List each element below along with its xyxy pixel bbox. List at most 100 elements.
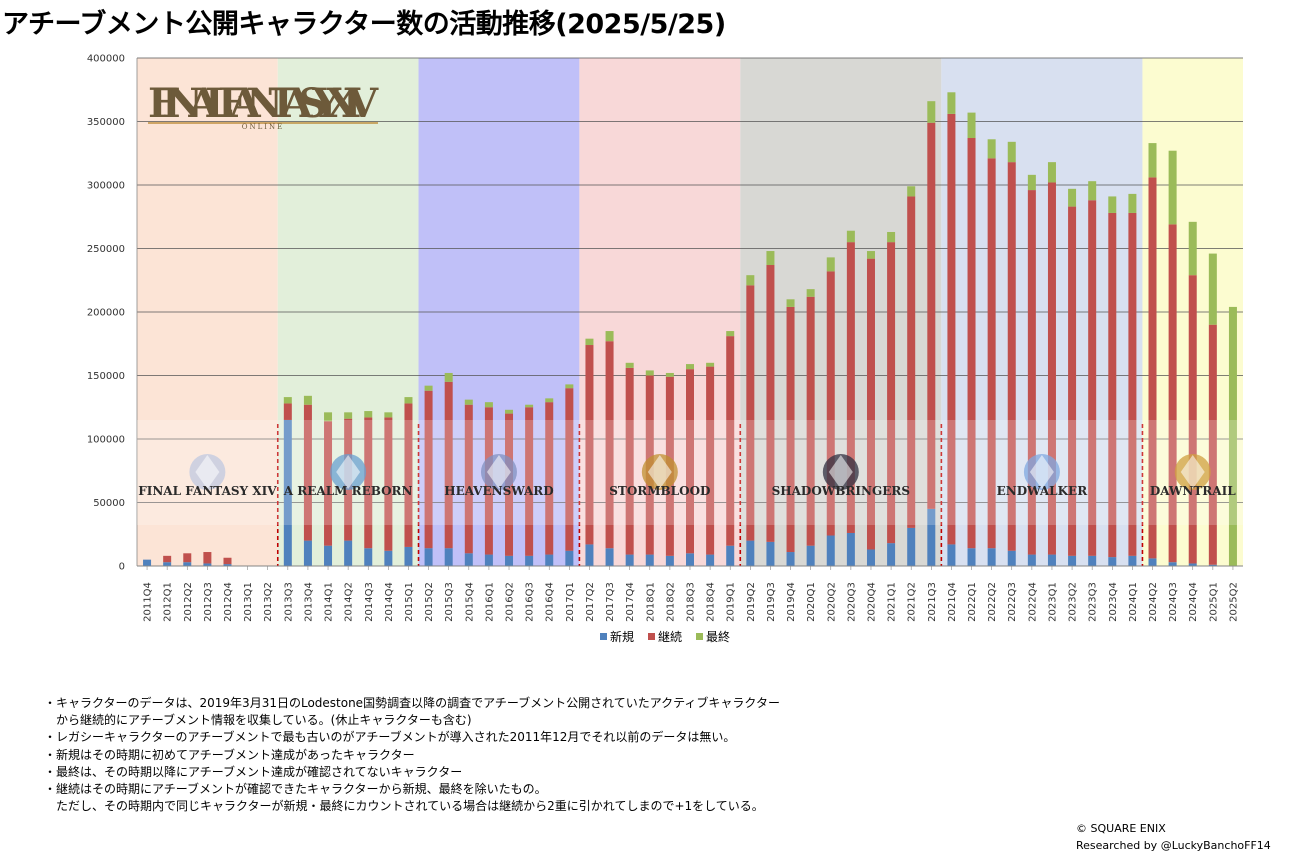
bar-segment: [786, 552, 795, 566]
dragon-knight-emblem-icon: [480, 454, 517, 490]
bar-segment: [1027, 174, 1036, 191]
bar-segment: [1128, 212, 1137, 556]
x-tick-label: 2016Q2: [505, 582, 516, 622]
x-tick-label: 2013Q3: [283, 582, 294, 622]
bar-segment: [424, 390, 433, 549]
x-tick-label: 2016Q3: [525, 582, 536, 622]
bar-segment: [1108, 557, 1117, 566]
x-tick-label: 2024Q2: [1148, 582, 1159, 622]
bar-segment: [987, 158, 996, 549]
bar-segment: [364, 411, 373, 418]
bar-segment: [1168, 150, 1177, 225]
bar-segment: [1208, 253, 1217, 325]
bars: [143, 92, 1237, 566]
bar-segment: [665, 372, 674, 377]
bar-segment: [424, 548, 433, 566]
bar-segment: [565, 388, 574, 551]
bar-segment: [203, 563, 212, 566]
bar-segment: [484, 402, 493, 408]
bar-segment: [585, 345, 594, 545]
x-tick-label: 2019Q1: [726, 582, 737, 622]
logo-band: [137, 420, 1243, 525]
bar-segment: [927, 101, 936, 123]
main-logo-subtitle: ONLINE: [242, 123, 285, 131]
x-tick-label: 2017Q4: [625, 582, 636, 622]
bar-segment: [303, 395, 312, 405]
x-tick-label: 2017Q2: [585, 582, 596, 622]
bar-segment: [163, 562, 172, 566]
crystal-emblem-icon: [189, 454, 226, 490]
x-tick-label: 2020Q4: [866, 582, 877, 622]
x-tick-label: 2015Q4: [464, 582, 475, 622]
dark-warrior-emblem-icon: [822, 454, 859, 490]
y-tick-label: 400000: [87, 54, 125, 65]
note-line: ただし、その時期内で同じキャラクターが新規・最終にカウントされている場合は継続か…: [44, 799, 764, 814]
bar-segment: [203, 552, 212, 564]
x-tick-label: 2015Q1: [404, 582, 415, 622]
bar-segment: [927, 508, 936, 566]
x-tick-label: 2014Q2: [344, 582, 355, 622]
x-tick-label: 2022Q2: [987, 582, 998, 622]
bar-segment: [444, 372, 453, 382]
bar-segment: [846, 532, 855, 566]
bar-segment: [1027, 554, 1036, 566]
bar-segment: [726, 331, 735, 337]
y-tick-label: 300000: [87, 181, 125, 192]
bar-segment: [143, 559, 152, 566]
bar-segment: [163, 555, 172, 563]
bar-segment: [706, 362, 715, 367]
bar-segment: [1148, 177, 1157, 559]
bar-segment: [525, 555, 534, 566]
note-line: から継続的にアチーブメント情報を収集している。(休止キャラクターも含む): [44, 713, 472, 728]
bar-segment: [686, 364, 694, 370]
bar-segment: [364, 548, 373, 566]
bar-segment: [1068, 188, 1077, 207]
bar-segment: [625, 554, 634, 566]
x-tick-label: 2016Q1: [484, 582, 495, 622]
bar-segment: [625, 362, 634, 368]
bar-segment: [424, 385, 433, 391]
bar-segment: [887, 543, 896, 566]
bar-segment: [826, 271, 835, 536]
bar-segment: [1108, 212, 1117, 558]
bar-segment: [987, 139, 996, 159]
bar-segment: [565, 550, 574, 566]
x-tick-label: 2012Q3: [203, 582, 214, 622]
x-tick-label: 2021Q4: [947, 582, 958, 622]
note-line: ・レガシーキャラクターのアチーブメントで最も古いのがアチーブメントが導入された2…: [44, 730, 736, 745]
bar-segment: [1128, 193, 1137, 213]
main-logo-title: FINAL FANTASY XIV: [148, 80, 379, 127]
x-tick-label: 2024Q3: [1168, 582, 1179, 622]
x-tick-label: 2020Q3: [846, 582, 857, 622]
x-tick-label: 2018Q3: [686, 582, 697, 622]
bar-segment: [1148, 558, 1157, 566]
emblem-diamond: [1180, 455, 1205, 489]
expansion-logo-label: STORMBLOOD: [609, 484, 710, 498]
bar-segment: [585, 338, 594, 346]
bar-segment: [987, 548, 996, 566]
flame-emblem-icon: [641, 454, 678, 490]
bar-segment: [907, 196, 916, 528]
x-tick-label: 2024Q1: [1128, 582, 1139, 622]
bar-segment: [726, 336, 735, 546]
legend-item-final: 最終: [696, 628, 730, 645]
bar-segment: [866, 251, 875, 259]
bar-segment: [1088, 181, 1097, 201]
x-tick-label: 2017Q3: [605, 582, 616, 622]
bar-segment: [344, 412, 353, 419]
emblem-diamond: [195, 455, 220, 489]
bar-segment: [846, 230, 855, 243]
legend-label-continued: 継続: [658, 630, 683, 644]
copyright-text: © SQUARE ENIX: [1076, 822, 1166, 835]
bar-segment: [384, 417, 393, 551]
bar-segment: [806, 289, 815, 297]
y-tick-label: 200000: [87, 308, 125, 319]
note-line: ・キャラクターのデータは、2019年3月31日のLodestone国勢調査以降の…: [44, 696, 780, 710]
bar-segment: [1007, 141, 1016, 163]
bar-segment: [806, 545, 815, 566]
bar-segment: [444, 548, 453, 566]
bar-segment: [1007, 162, 1016, 551]
bar-segment: [665, 555, 674, 566]
x-tick-label: 2020Q1: [806, 582, 817, 622]
